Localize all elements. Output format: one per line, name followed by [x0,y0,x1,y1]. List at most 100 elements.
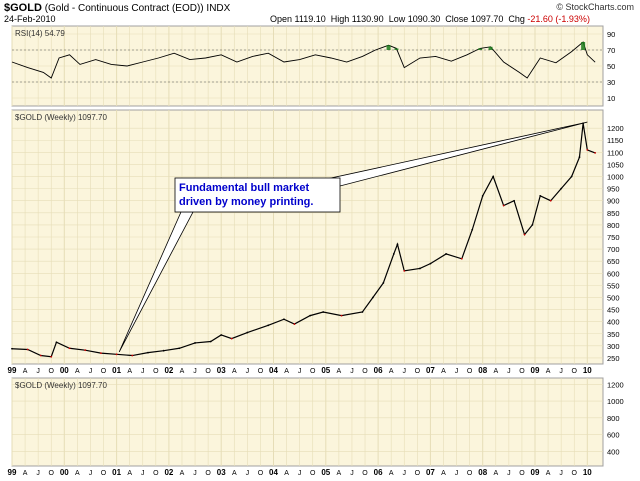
lower-xtick-11: O [153,470,159,477]
lower-xtick-23: O [310,470,316,477]
price-ytick-12: 850 [607,209,620,218]
price-panel-label: $GOLD (Weekly) 1097.70 [15,113,107,122]
price-xtick-32: 07 [426,366,435,375]
price-xtick-4: 00 [60,366,69,375]
ohlc-summary: Open 1119.10 High 1130.90 Low 1090.30 Cl… [270,14,590,24]
price-xtick-16: 03 [217,366,226,375]
price-xtick-0: 99 [8,366,17,375]
lower-xtick-32: 07 [426,468,435,477]
price-point-45 [578,156,581,159]
lower-ytick-0: 400 [607,447,620,456]
price-xtick-39: O [519,368,525,375]
price-xtick-20: 04 [269,366,278,375]
lower-xtick-25: A [337,470,342,477]
price-ytick-1: 300 [607,342,620,351]
price-ytick-3: 400 [607,318,620,327]
lower-xtick-2: J [36,470,40,477]
lower-xtick-28: 06 [374,468,383,477]
brand-watermark: © StockCharts.com [556,2,634,12]
price-xtick-17: A [232,368,237,375]
price-point-6 [84,349,87,352]
lower-panel-label: $GOLD (Weekly) 1097.70 [15,381,107,390]
price-xtick-6: J [89,368,93,375]
lower-xtick-26: J [350,470,354,477]
lower-xtick-34: J [455,470,459,477]
lower-xtick-16: 03 [217,468,226,477]
lower-xtick-6: J [89,470,93,477]
chart-date: 24-Feb-2010 [4,14,56,24]
high-value: 1130.90 [351,14,384,24]
price-xtick-7: O [101,368,107,375]
lower-xtick-44: 10 [583,468,592,477]
price-point-4 [55,341,58,344]
price-xtick-40: 09 [531,366,540,375]
lower-xtick-1: A [23,470,28,477]
lower-xtick-4: 00 [60,468,69,477]
price-point-23 [340,314,343,317]
lower-xtick-10: J [141,470,145,477]
price-point-18 [267,324,270,327]
close-value: 1097.70 [470,14,504,24]
price-xtick-22: J [298,368,302,375]
price-xtick-24: 05 [321,366,330,375]
price-point-48 [594,151,597,154]
lower-xtick-14: J [193,470,197,477]
rsi-overbought-34 [488,46,493,50]
lower-xtick-38: J [507,470,511,477]
lower-xtick-40: 09 [531,468,540,477]
lower-ytick-2: 800 [607,414,620,423]
lower-xtick-3: O [48,470,54,477]
price-point-1 [26,348,29,351]
lower-xtick-41: A [546,470,551,477]
lower-xtick-37: A [493,470,498,477]
lower-xtick-35: O [467,470,473,477]
price-xtick-41: A [546,368,551,375]
rsi-line [11,41,596,79]
price-xtick-43: O [572,368,578,375]
price-point-34 [471,228,474,231]
price-point-20 [293,323,296,325]
price-xtick-1: A [23,368,28,375]
price-point-35 [481,194,484,197]
price-point-39 [523,233,526,236]
price-xtick-14: J [193,368,197,375]
price-xtick-10: J [141,368,145,375]
price-ytick-10: 750 [607,233,620,242]
price-point-32 [445,253,447,255]
price-xtick-19: O [258,368,264,375]
symbol-description: (Gold - Continuous Contract (EOD)) [44,3,204,14]
price-ytick-19: 1200 [607,124,624,133]
price-xtick-34: J [455,368,459,375]
price-ytick-14: 950 [607,185,620,194]
price-xtick-29: A [389,368,394,375]
chg-label: Chg [508,14,525,24]
price-point-26 [382,282,385,284]
close-label: Close [445,14,469,24]
lower-xtick-17: A [232,470,237,477]
price-ytick-9: 700 [607,245,620,254]
annotation-text-line-1: driven by money printing. [179,196,313,208]
price-point-27 [392,253,395,255]
lower-xtick-30: J [403,470,407,477]
lower-xtick-21: A [284,470,289,477]
price-point-25 [371,296,374,299]
price-xtick-31: O [415,368,421,375]
price-xtick-37: A [493,368,498,375]
lower-xtick-15: O [205,470,211,477]
high-label: High [330,14,350,24]
price-point-19 [283,318,285,321]
price-point-41 [539,194,542,197]
rsi-ytick-1: 30 [607,78,615,87]
open-label: Open [270,14,293,24]
price-xtick-38: J [507,368,511,375]
price-point-47 [586,149,589,151]
price-point-28 [396,243,399,246]
price-point-0 [11,347,13,350]
lower-xtick-5: A [75,470,80,477]
lower-xtick-9: A [127,470,132,477]
lower-ytick-4: 1200 [607,380,624,389]
lower-xtick-27: O [362,470,368,477]
price-ytick-11: 800 [607,221,620,230]
price-xtick-12: 02 [164,366,173,375]
lower-panel [11,377,604,467]
